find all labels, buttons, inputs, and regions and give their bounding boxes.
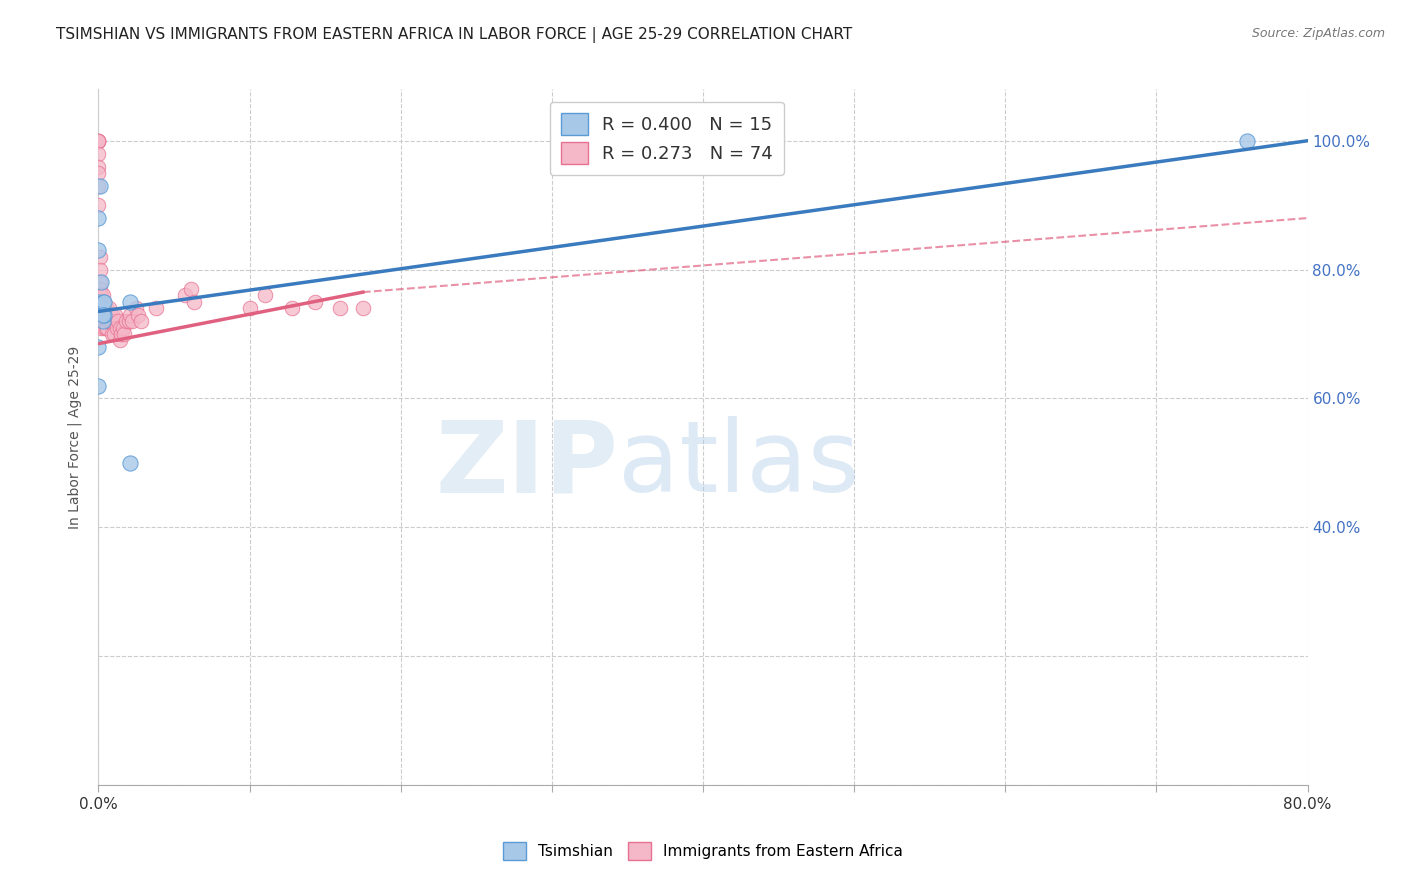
Point (96, 320, 118, 334)
Point (100, 314, 122, 328)
Point (96, 314, 118, 328)
Point (180, 282, 202, 296)
Point (110, 326, 132, 341)
Point (91, 308, 114, 322)
Text: atlas: atlas (619, 417, 860, 514)
Point (87, 134, 110, 148)
Point (90, 320, 112, 334)
Text: Source: ZipAtlas.com: Source: ZipAtlas.com (1251, 27, 1385, 40)
Point (90, 294, 112, 309)
Point (304, 294, 326, 309)
Point (89, 178, 111, 193)
Point (93, 314, 115, 328)
Point (87, 198, 110, 212)
Point (104, 308, 127, 322)
Point (105, 320, 128, 334)
Point (98, 301, 121, 316)
Point (91, 288, 114, 302)
Point (87, 134, 110, 148)
Point (89, 262, 111, 277)
Point (94, 301, 117, 316)
Point (125, 301, 148, 316)
Point (183, 294, 205, 309)
Point (100, 308, 122, 322)
Legend: R = 0.400   N = 15, R = 0.273   N = 74: R = 0.400 N = 15, R = 0.273 N = 74 (550, 102, 783, 175)
Point (103, 326, 125, 341)
Point (120, 308, 142, 322)
Point (127, 308, 149, 322)
Point (87, 340, 110, 354)
Point (87, 178, 110, 193)
Point (87, 166, 110, 180)
Point (96, 308, 118, 322)
Point (87, 378, 110, 392)
Point (89, 294, 111, 309)
Point (121, 314, 143, 328)
Point (108, 320, 131, 334)
Point (90, 276, 112, 290)
Point (329, 301, 352, 316)
Point (129, 314, 152, 328)
Point (93, 301, 115, 316)
Point (91, 314, 114, 328)
Point (87, 146, 110, 161)
Point (87, 244, 110, 258)
Point (94, 308, 117, 322)
Point (87, 294, 110, 309)
Point (118, 314, 141, 328)
Point (89, 276, 111, 290)
Point (114, 314, 136, 328)
Point (98, 314, 121, 328)
Point (93, 308, 115, 322)
Point (87, 134, 110, 148)
Point (89, 282, 111, 296)
Point (145, 301, 167, 316)
Point (87, 134, 110, 148)
Point (93, 320, 115, 334)
Point (1236, 134, 1258, 148)
Point (94, 320, 117, 334)
Point (239, 301, 262, 316)
Point (103, 314, 125, 328)
Point (91, 301, 114, 316)
Point (87, 211, 110, 225)
Point (89, 308, 111, 322)
Point (90, 288, 112, 302)
Point (89, 288, 111, 302)
Point (101, 308, 124, 322)
Point (90, 314, 112, 328)
Point (107, 314, 129, 328)
Point (253, 288, 276, 302)
Point (93, 294, 115, 309)
Point (112, 326, 135, 341)
Point (101, 326, 124, 341)
Point (93, 308, 115, 322)
Point (91, 294, 114, 309)
Point (89, 314, 111, 328)
Point (91, 294, 114, 309)
Point (108, 334, 131, 348)
Point (111, 320, 134, 334)
Point (89, 301, 111, 316)
Point (98, 308, 121, 322)
Point (90, 308, 112, 322)
Point (94, 314, 117, 328)
Point (87, 160, 110, 174)
Text: TSIMSHIAN VS IMMIGRANTS FROM EASTERN AFRICA IN LABOR FORCE | AGE 25-29 CORRELATI: TSIMSHIAN VS IMMIGRANTS FROM EASTERN AFR… (56, 27, 852, 43)
Point (91, 314, 114, 328)
Point (120, 294, 142, 309)
Y-axis label: In Labor Force | Age 25-29: In Labor Force | Age 25-29 (67, 345, 83, 529)
Point (93, 294, 115, 309)
Point (173, 288, 195, 302)
Point (90, 301, 112, 316)
Point (281, 301, 304, 316)
Point (89, 250, 111, 264)
Text: ZIP: ZIP (436, 417, 619, 514)
Point (352, 301, 374, 316)
Legend: Tsimshian, Immigrants from Eastern Africa: Tsimshian, Immigrants from Eastern Afric… (496, 836, 910, 866)
Point (120, 456, 142, 470)
